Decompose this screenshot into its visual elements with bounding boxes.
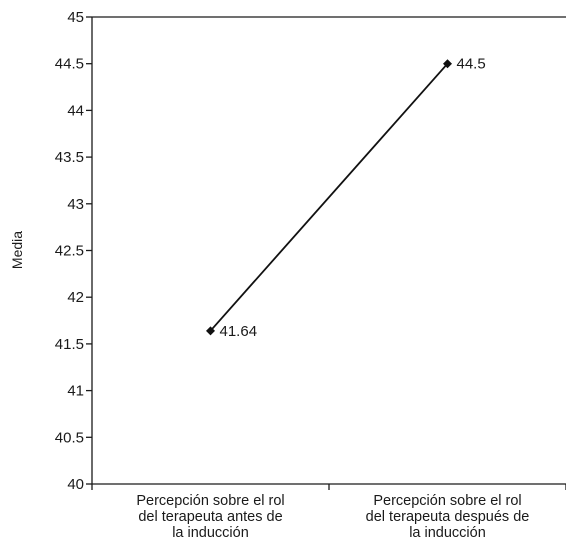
x-axis-ticks: Percepción sobre el rol del terapeuta ant… [91,484,566,541]
series-group: 41.64 44.5 [206,56,486,340]
x-category-label-line: la inducción [409,525,486,541]
x-category-label-line: del terapeuta antes de [138,509,282,525]
data-point-marker [443,59,452,69]
data-point-label: 41.64 [220,323,258,340]
y-tick-label: 41.5 [55,336,84,353]
x-category-label-line: del terapeuta después de [366,509,530,525]
y-tick-label: 40.5 [55,429,84,446]
y-tick-label: 43.5 [55,149,84,166]
y-tick-label: 42 [67,289,84,306]
y-axis-ticks: 40 40.5 41 41.5 42 42.5 43 43.5 44 44.5 45 [55,9,92,493]
y-tick-label: 42.5 [55,243,84,260]
y-tick-label: 44.5 [55,56,84,73]
y-axis-title: Media [9,231,25,269]
y-tick-label: 43 [67,196,84,213]
y-tick-label: 41 [67,383,84,400]
series-line [209,63,449,332]
y-tick-label: 45 [67,9,84,26]
data-point-marker [206,326,215,336]
x-category-label: Percepción sobre el rol del terapeuta des… [366,493,530,541]
y-tick-label: 40 [67,476,84,493]
x-category-label: Percepción sobre el rol del terapeuta ant… [136,493,284,541]
x-category-label-line: Percepción sobre el rol [373,493,521,509]
x-category-label-line: la inducción [172,525,249,541]
plot-frame [91,16,566,485]
x-category-label-line: Percepción sobre el rol [136,493,284,509]
y-tick-label: 44 [67,102,84,119]
data-point-label: 44.5 [457,56,486,73]
